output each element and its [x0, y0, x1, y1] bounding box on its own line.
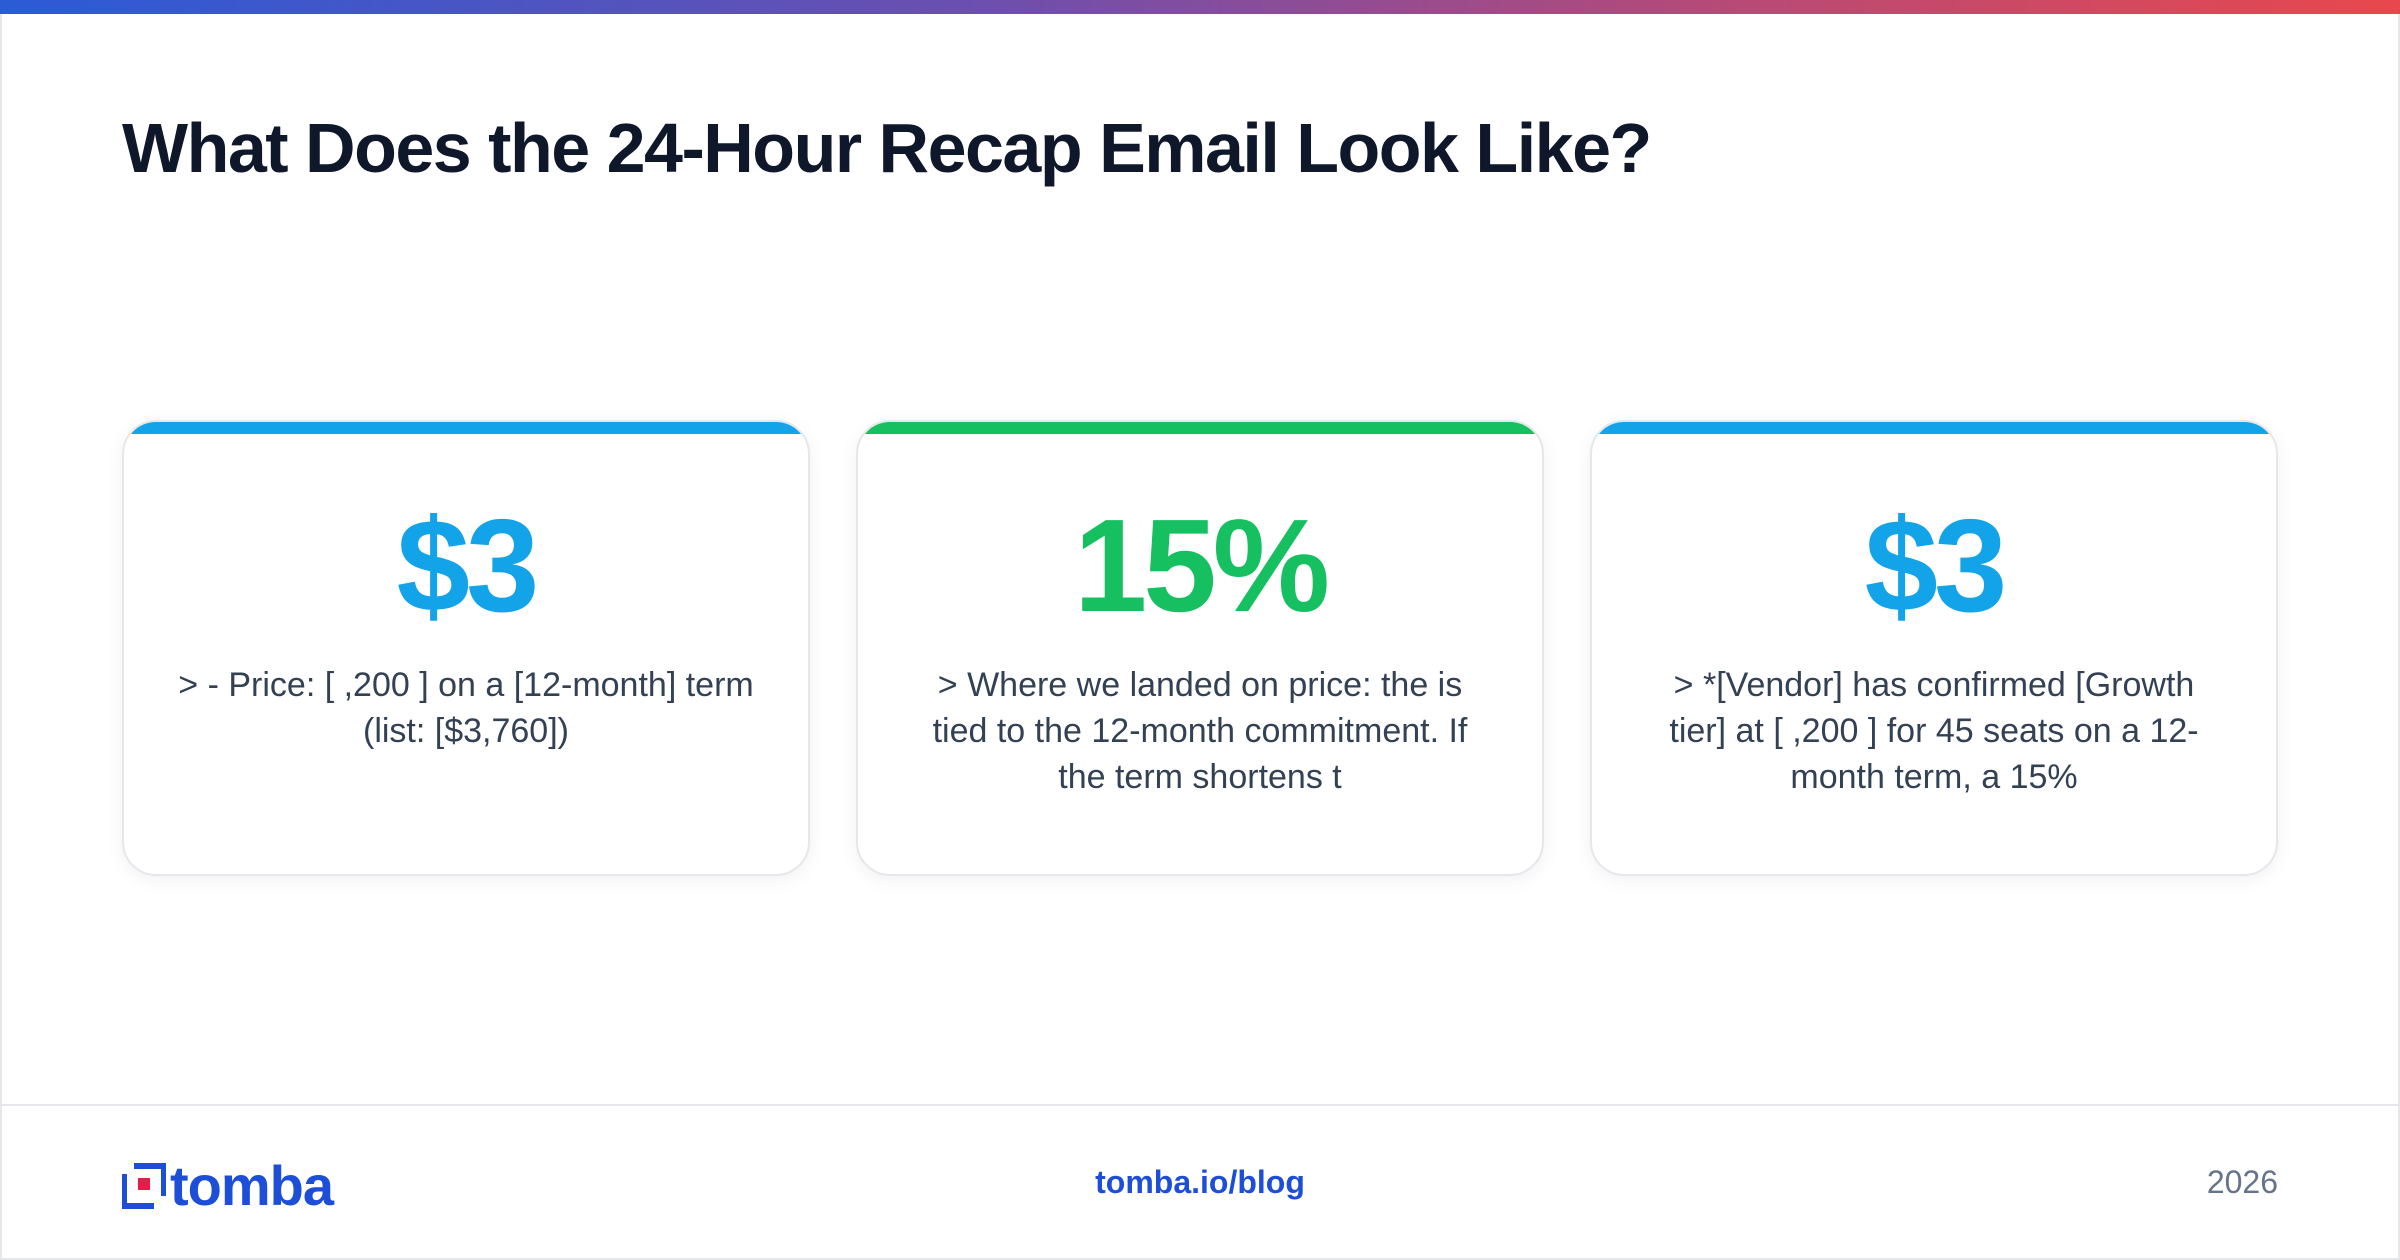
- stat-card-3: $3 > *[Vendor] has confirmed [Growth tie…: [1590, 420, 2278, 876]
- stat-card-2: 15% > Where we landed on price: the is t…: [856, 420, 1544, 876]
- blog-link[interactable]: tomba.io/blog: [1095, 1164, 1305, 1200]
- stat-cards: $3 > - Price: [ ,200 ] on a [12-month] t…: [122, 420, 2278, 876]
- card-accent-bar: [1592, 422, 2276, 434]
- logo-wordmark: tomba: [170, 1154, 334, 1217]
- page-title: What Does the 24-Hour Recap Email Look L…: [122, 109, 1652, 187]
- footer-year: 2026: [2206, 1164, 2278, 1200]
- stat-description: > *[Vendor] has confirmed [Growth tier] …: [1669, 666, 2199, 796]
- tomba-logo[interactable]: tomba: [122, 1154, 334, 1217]
- stat-description: > Where we landed on price: the is tied …: [932, 666, 1468, 796]
- stat-value: 15%: [1073, 492, 1330, 639]
- card-accent-bar: [124, 422, 808, 434]
- top-gradient-bar: [0, 0, 2400, 14]
- footer-divider: [0, 1104, 2400, 1106]
- stat-value: $3: [396, 492, 540, 639]
- stat-description: > - Price: [ ,200 ] on a [12-month] term…: [178, 666, 754, 750]
- stat-value: $3: [1864, 492, 2008, 639]
- tomba-logo-icon: [122, 1162, 166, 1210]
- stat-card-1: $3 > - Price: [ ,200 ] on a [12-month] t…: [122, 420, 810, 876]
- card-accent-bar: [858, 422, 1542, 434]
